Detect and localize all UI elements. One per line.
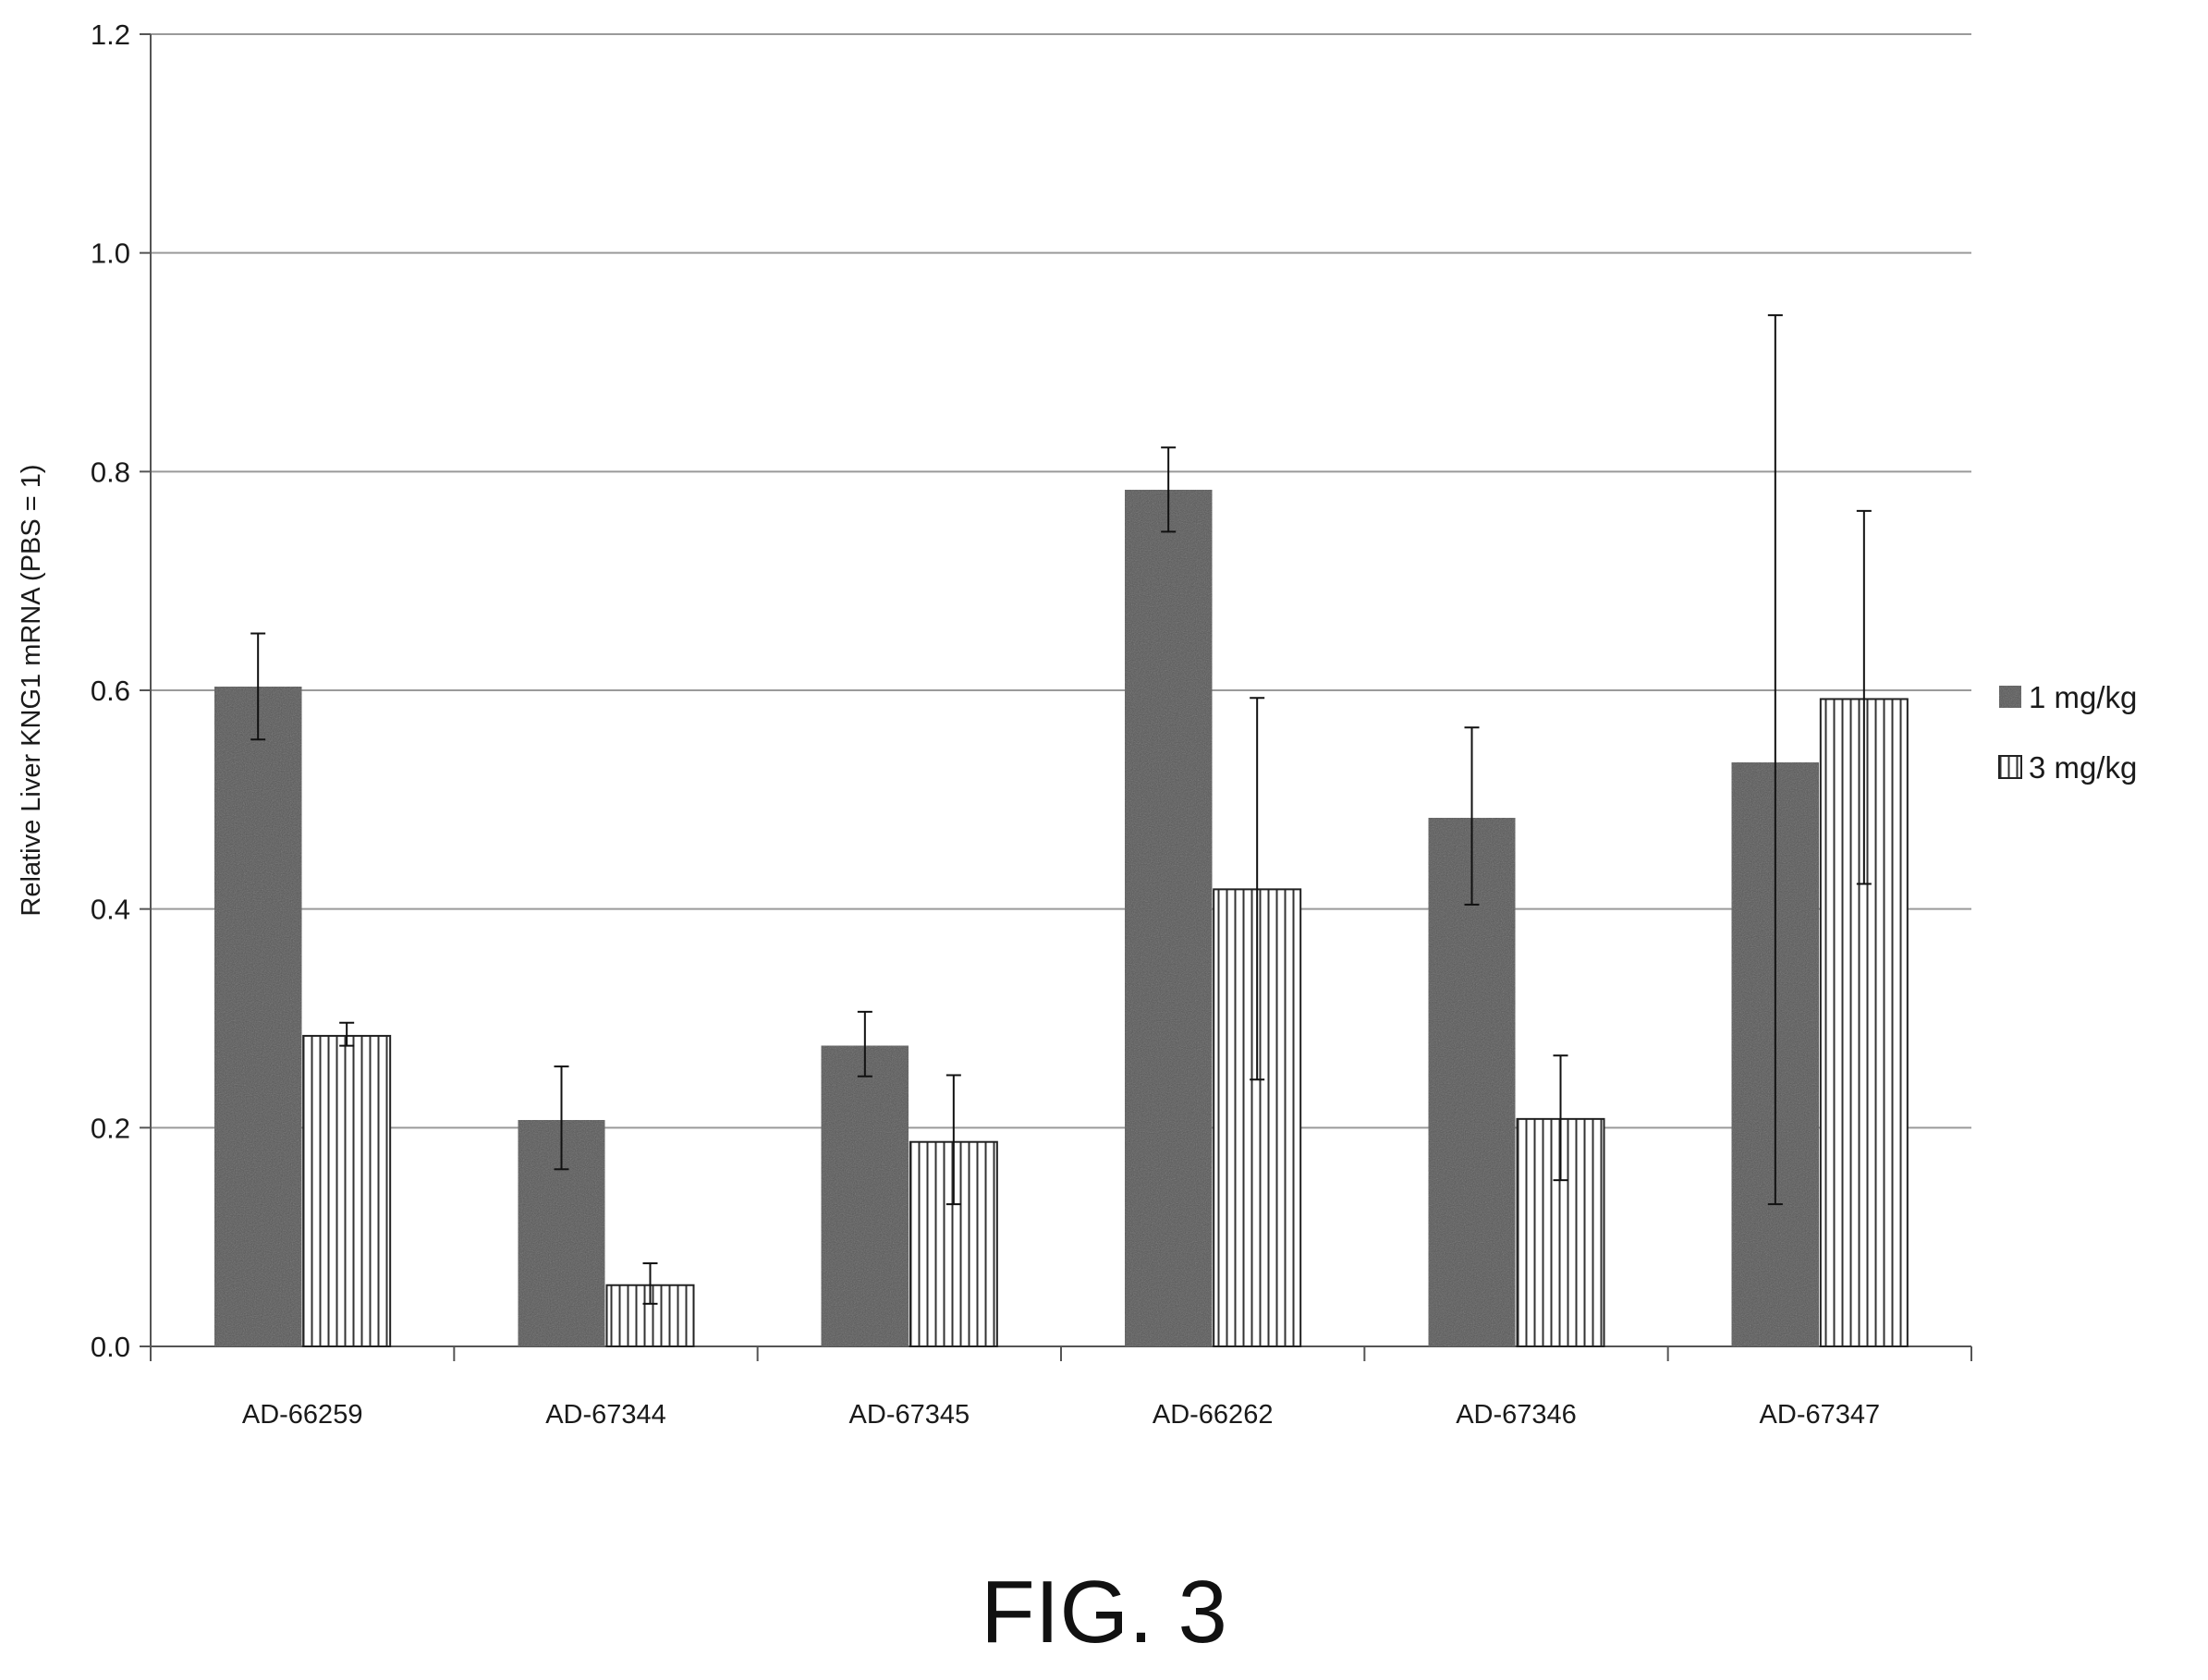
- legend-swatch-1mg: [1998, 685, 2022, 709]
- bar-1mg: [213, 686, 303, 1347]
- legend: 1 mg/kg 3 mg/kg: [1998, 680, 2137, 785]
- y-tick-label: 0.2: [91, 1112, 130, 1144]
- y-tick-label: 0.0: [91, 1331, 130, 1363]
- legend-label-3mg: 3 mg/kg: [2029, 750, 2137, 785]
- error-bars: [250, 314, 1872, 1305]
- y-tick-label: 0.8: [91, 456, 130, 488]
- bar-1mg: [1427, 817, 1517, 1347]
- figure-caption: FIG. 3: [981, 1563, 1227, 1662]
- y-tick-label: 0.6: [91, 675, 130, 707]
- axes: [140, 33, 1972, 1361]
- x-tick-label: AD-67347: [1760, 1400, 1881, 1430]
- x-tick-label: AD-67345: [849, 1400, 970, 1430]
- y-tick-label: 0.4: [91, 894, 130, 926]
- x-tick-label: AD-67346: [1456, 1400, 1577, 1430]
- y-tick-label: 1.0: [91, 237, 130, 270]
- x-tick-label: AD-66259: [242, 1400, 363, 1430]
- bar-3mg: [302, 1034, 392, 1348]
- x-tick-label: AD-67344: [545, 1400, 666, 1430]
- bar-1mg: [1124, 489, 1214, 1347]
- bars: [213, 489, 1909, 1348]
- y-tick-label: 1.2: [91, 18, 130, 51]
- legend-label-1mg: 1 mg/kg: [2029, 680, 2137, 714]
- x-tick-label: AD-66262: [1153, 1400, 1274, 1430]
- axis-labels: 0.0 0.2 0.4 0.6 0.8 1.0 1.2 Relative Liver KNG1…: [17, 18, 1880, 1430]
- legend-swatch-3mg: [1998, 755, 2022, 779]
- y-axis-title: Relative Liver KNG1 mRNA (PBS = 1): [17, 464, 46, 916]
- gridlines: [151, 33, 1971, 1129]
- bar-1mg: [820, 1044, 909, 1348]
